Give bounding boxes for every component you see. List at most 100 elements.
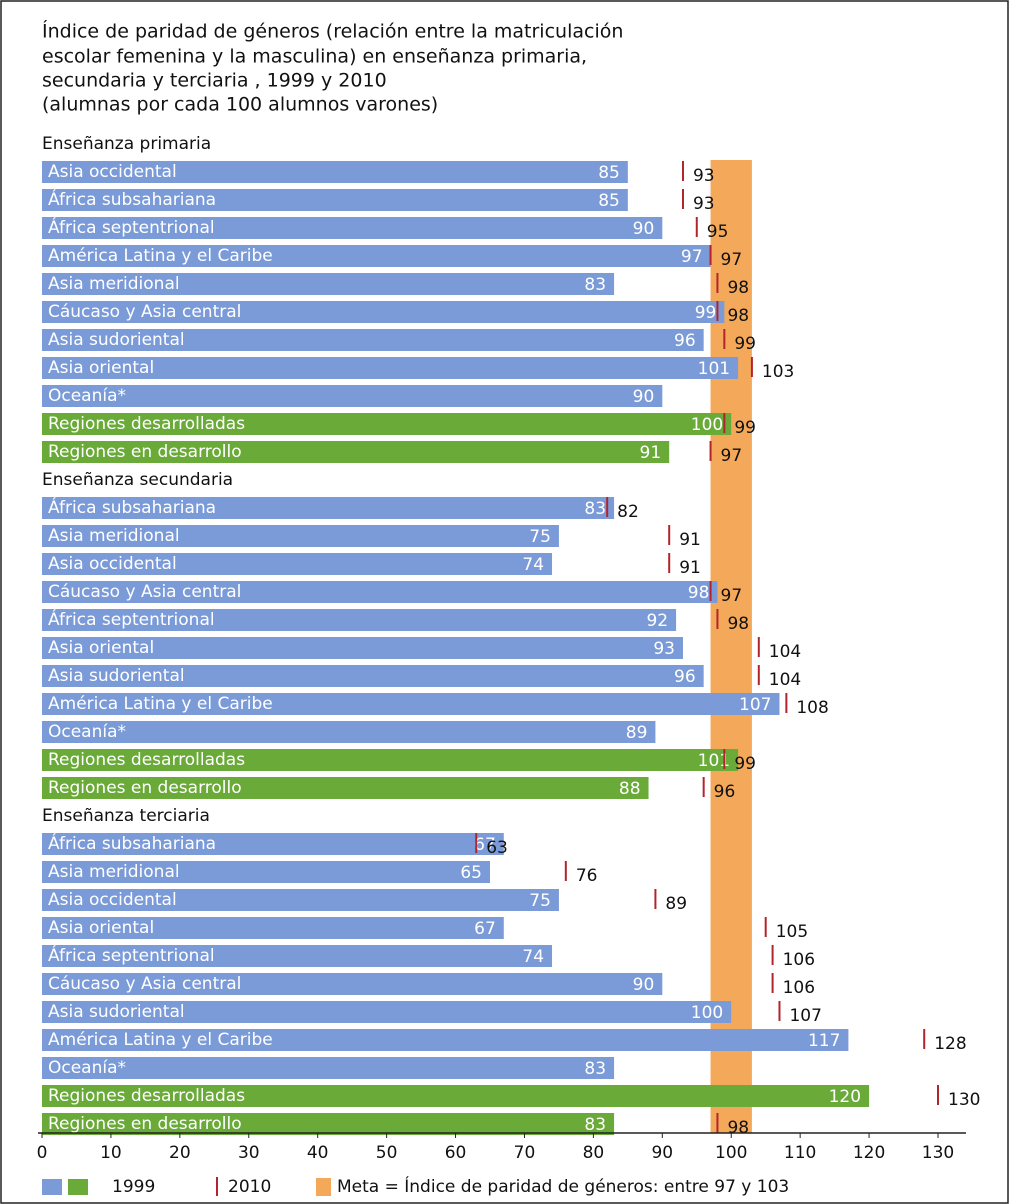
value-label: 96 — [674, 667, 696, 687]
category-label: Cáucaso y Asia central — [48, 974, 241, 994]
legend-label: 1999 — [112, 1177, 155, 1197]
value-label-2010: 76 — [576, 866, 598, 886]
chart-subtitle: (alumnas por cada 100 alumnos varones) — [42, 94, 438, 116]
category-label: Regiones en desarrollo — [48, 778, 242, 798]
value-label: 100 — [691, 1003, 723, 1023]
value-label-2010: 63 — [486, 838, 508, 858]
value-label: 74 — [522, 947, 544, 967]
value-label-2010: 93 — [693, 166, 715, 186]
value-label: 74 — [522, 555, 544, 575]
bar — [42, 609, 677, 631]
value-label: 88 — [619, 779, 641, 799]
value-label-2010: 107 — [789, 1006, 821, 1026]
category-label: Asia oriental — [48, 918, 154, 938]
legend-swatch — [316, 1178, 331, 1196]
value-label-2010: 104 — [769, 642, 801, 662]
bar — [42, 777, 649, 799]
value-label-2010: 99 — [734, 754, 756, 774]
bar — [42, 329, 704, 351]
x-tick-label: 20 — [169, 1143, 191, 1163]
x-tick-label: 120 — [853, 1143, 885, 1163]
value-label: 91 — [640, 443, 662, 463]
bar — [42, 917, 504, 939]
value-label-2010: 98 — [727, 278, 749, 298]
value-label: 65 — [460, 863, 482, 883]
value-label: 83 — [584, 1059, 606, 1079]
category-label: Asia meridional — [48, 862, 180, 882]
value-label: 75 — [529, 527, 551, 547]
value-label: 117 — [808, 1031, 840, 1051]
category-label: África subsahariana — [48, 496, 216, 518]
category-label: América Latina y el Caribe — [48, 246, 273, 266]
category-label: Regiones desarrolladas — [48, 750, 245, 770]
bar — [42, 693, 780, 715]
value-label-2010: 96 — [714, 782, 736, 802]
value-label: 89 — [626, 723, 648, 743]
value-label: 101 — [698, 751, 730, 771]
bar — [42, 861, 490, 883]
legend-label: Meta = Índice de paridad de géneros: ent… — [337, 1175, 789, 1197]
legend-swatch — [42, 1179, 62, 1195]
value-label-2010: 91 — [679, 558, 701, 578]
category-label: Asia sudoriental — [48, 666, 185, 686]
value-label-2010: 105 — [776, 922, 808, 942]
value-label: 100 — [691, 415, 723, 435]
panel-title: Enseñanza secundaria — [42, 470, 233, 490]
bar — [42, 413, 732, 435]
value-label: 98 — [688, 583, 710, 603]
category-label: Cáucaso y Asia central — [48, 582, 241, 602]
value-label-2010: 98 — [727, 1118, 749, 1138]
value-label-2010: 82 — [617, 502, 639, 522]
x-tick-label: 0 — [37, 1143, 48, 1163]
x-tick-label: 90 — [651, 1143, 673, 1163]
bar — [42, 301, 725, 323]
panel-title: Enseñanza terciaria — [42, 806, 210, 826]
category-label: África subsahariana — [48, 188, 216, 210]
value-label: 75 — [529, 891, 551, 911]
bar — [42, 749, 739, 771]
bar — [42, 973, 663, 995]
x-tick-label: 130 — [922, 1143, 954, 1163]
value-label-2010: 97 — [721, 250, 743, 270]
x-tick-label: 30 — [238, 1143, 260, 1163]
category-label: África septentrional — [48, 216, 215, 238]
category-label: Asia sudoriental — [48, 1002, 185, 1022]
bar — [42, 1001, 732, 1023]
value-label-2010: 91 — [679, 530, 701, 550]
value-label-2010: 98 — [727, 306, 749, 326]
bar — [42, 721, 656, 743]
bar — [42, 273, 615, 295]
value-label: 90 — [633, 219, 655, 239]
category-label: Asia occidental — [48, 890, 177, 910]
category-label: Cáucaso y Asia central — [48, 302, 241, 322]
value-label: 92 — [646, 611, 668, 631]
x-tick-label: 80 — [583, 1143, 605, 1163]
bar — [42, 217, 663, 239]
category-label: Oceanía* — [48, 386, 126, 406]
value-label-2010: 97 — [721, 446, 743, 466]
value-label-2010: 130 — [948, 1090, 980, 1110]
value-label: 83 — [584, 499, 606, 519]
category-label: Oceanía* — [48, 1058, 126, 1078]
bar — [42, 945, 553, 967]
bar — [42, 889, 559, 911]
value-label: 67 — [474, 919, 496, 939]
category-label: Asia sudoriental — [48, 330, 185, 350]
bar — [42, 833, 504, 855]
bar — [42, 525, 559, 547]
value-label: 67 — [474, 835, 496, 855]
value-label: 107 — [739, 695, 771, 715]
category-label: África septentrional — [48, 608, 215, 630]
value-label: 85 — [598, 191, 620, 211]
bar — [42, 385, 663, 407]
category-label: Asia oriental — [48, 358, 154, 378]
x-tick-label: 110 — [784, 1143, 816, 1163]
bar — [42, 1029, 849, 1051]
value-label: 97 — [681, 247, 703, 267]
category-label: Asia oriental — [48, 638, 154, 658]
value-label-2010: 93 — [693, 194, 715, 214]
bar — [42, 637, 683, 659]
category-label: Regiones desarrolladas — [48, 1086, 245, 1106]
